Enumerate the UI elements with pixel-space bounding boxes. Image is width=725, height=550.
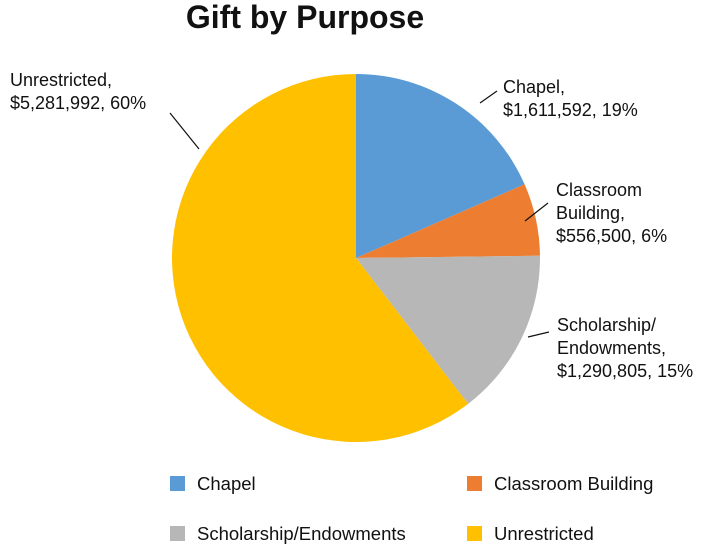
slice-chapel bbox=[356, 74, 525, 258]
data-label-classroom-building: Classroom Building, $556,500, 6% bbox=[556, 180, 667, 246]
leader-line-scholarship-endowments bbox=[527, 331, 550, 338]
legend-label-unrestricted: Unrestricted bbox=[494, 523, 594, 544]
legend-swatch-classroom-building bbox=[467, 476, 482, 491]
legend-swatch-chapel bbox=[170, 476, 185, 491]
slice-scholarship-endowments bbox=[356, 255, 541, 404]
leader-line-unrestricted bbox=[169, 112, 200, 150]
leader-line-classroom-building bbox=[524, 202, 549, 222]
pie-slices bbox=[171, 73, 541, 442]
data-labels: Chapel, $1,611,592, 19% Classroom Building,… bbox=[10, 70, 693, 381]
leader-line-chapel bbox=[479, 90, 498, 104]
data-label-chapel: Chapel, $1,611,592, 19% bbox=[503, 77, 638, 120]
data-label-scholarship-endowments: Scholarship/Endowments, $1,290,805, 15% bbox=[557, 315, 693, 381]
legend-label-chapel: Chapel bbox=[197, 473, 256, 494]
slice-unrestricted bbox=[171, 73, 469, 442]
chart-title: Gift by Purpose bbox=[186, 0, 424, 35]
slice-classroom-building bbox=[356, 184, 540, 258]
legend: Chapel Classroom Building Scholarship/Endo… bbox=[170, 473, 653, 544]
legend-label-classroom-building: Classroom Building bbox=[494, 473, 653, 494]
legend-swatch-scholarship-endowments bbox=[170, 526, 185, 541]
legend-label-scholarship-endowments: Scholarship/Endowments bbox=[197, 523, 406, 544]
legend-swatch-unrestricted bbox=[467, 526, 482, 541]
data-label-unrestricted: Unrestricted, $5,281,992, 60% bbox=[10, 70, 146, 113]
